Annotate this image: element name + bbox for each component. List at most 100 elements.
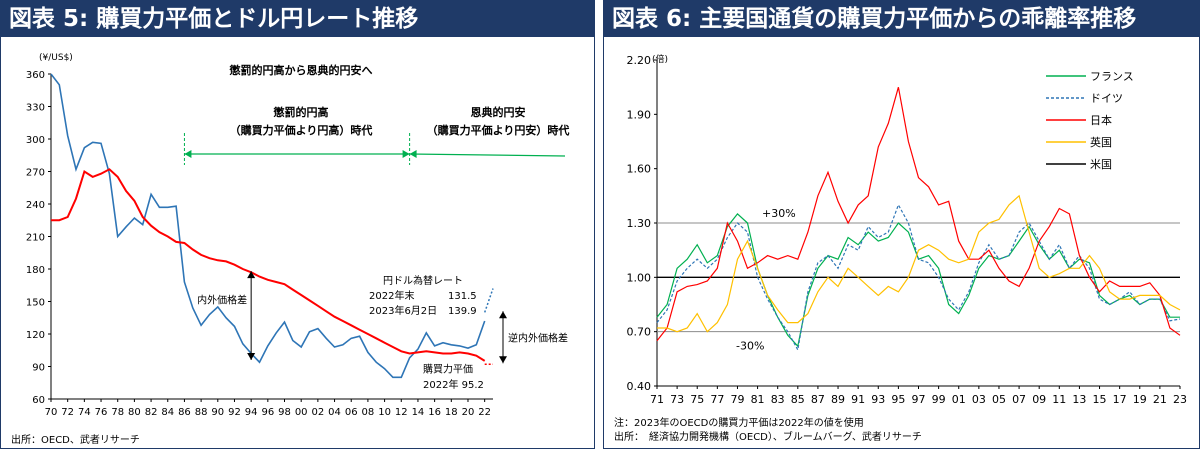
chart5-x-tick-label: 94 <box>245 407 258 418</box>
chart6-x-tick-label: 75 <box>690 393 704 406</box>
chart5-outer-gap-arrowhead <box>499 356 507 364</box>
chart5-gap-arrowhead <box>247 271 256 279</box>
chart6-x-tick-label: 91 <box>851 393 865 406</box>
chart5-gap-arrowhead <box>247 353 256 360</box>
chart6-x-tick-label: 89 <box>831 393 845 406</box>
chart6-x-tick-label: 77 <box>710 393 724 406</box>
chart5-x-tick-label: 16 <box>428 407 441 418</box>
chart6-note: 注：2023年のOECDの購買力平価は2022年の値を使用 <box>614 418 864 429</box>
chart6-x-tick-label: 05 <box>992 393 1006 406</box>
chart5-x-tick-label: 90 <box>211 407 224 418</box>
chart5-period2-label: （購買力平価より円安）時代 <box>427 123 570 137</box>
chart6-x-tick-label: 01 <box>952 393 966 406</box>
chart6-y-tick-label: 0.40 <box>627 380 652 393</box>
chart5-y-tick-label: 300 <box>26 135 45 146</box>
chart6-x-tick-label: 19 <box>1133 393 1147 406</box>
chart6-x-tick-label: 11 <box>1052 393 1066 406</box>
chart5-fx-row-label: 2023年6月2日 <box>369 304 437 317</box>
chart6-x-tick-label: 79 <box>730 393 744 406</box>
chart6-upper-band-label: +30% <box>762 207 796 220</box>
chart5-x-tick-label: 12 <box>395 407 408 418</box>
chart6-x-tick-label: 85 <box>791 393 805 406</box>
chart6-lower-band-label: -30% <box>736 340 764 353</box>
chart6-series-line <box>656 203 1181 352</box>
chart5-series-line <box>50 73 486 379</box>
chart6-x-tick-label: 15 <box>1093 393 1107 406</box>
chart5-ppp-value: 2022年 95.2 <box>423 378 484 391</box>
chart5-plot: (¥/US$)609012015018021024027030033036070… <box>26 53 570 418</box>
chart6-x-tick-label: 09 <box>1032 393 1046 406</box>
chart6-x-tick-label: 97 <box>912 393 926 406</box>
chart5-source: 出所：OECD、武者リサーチ <box>11 435 140 446</box>
chart5-y-tick-label: 120 <box>26 330 45 341</box>
chart5-x-tick-label: 88 <box>195 407 208 418</box>
chart5-period1-arrowhead <box>402 150 410 158</box>
chart5-fx-title: 円ドル為替レート <box>383 274 463 287</box>
chart5-x-tick-label: 18 <box>445 407 458 418</box>
chart6-legend-label: 米国 <box>1090 158 1112 171</box>
chart6-series-line <box>656 87 1181 342</box>
chart5-x-tick-label: 06 <box>345 407 358 418</box>
chart6-x-tick-label: 03 <box>972 393 986 406</box>
chart6-x-tick-label: 73 <box>670 393 684 406</box>
chart5-outer-gap-arrowhead <box>499 311 507 319</box>
chart5-x-tick-label: 14 <box>412 407 425 418</box>
chart6-y-tick-label: 0.70 <box>627 326 652 339</box>
chart5-x-tick-label: 92 <box>228 407 241 418</box>
chart5-period2-arrowhead <box>409 150 417 158</box>
chart5-x-tick-label: 08 <box>362 407 375 418</box>
chart6-x-tick-label: 17 <box>1113 393 1127 406</box>
chart6-plot: 0.40 0.70 1.00 1.30 1.60 1.90 2.20 (倍) 71 73 75 77 7… <box>627 53 1188 406</box>
chart6-legend-label: 日本 <box>1090 113 1112 127</box>
chart5-fx-row-value: 139.9 <box>448 306 477 317</box>
chart6-x-tick-label: 81 <box>751 393 765 406</box>
chart5-x-tick-label: 00 <box>295 407 308 418</box>
chart5-period1-label: 懲罰的円高 <box>273 105 329 119</box>
chart5-x-tick-label: 84 <box>161 407 174 418</box>
chart5-inner-gap-label: 内外価格差 <box>197 294 247 307</box>
chart5-x-tick-label: 78 <box>111 407 124 418</box>
chart6-legend-label: フランス <box>1090 70 1134 83</box>
chart6-y-tick-label: 1.60 <box>627 163 652 176</box>
chart6-y-tick-label: 1.90 <box>627 108 652 121</box>
chart6-title: 図表 6: 主要国通貨の購買力平価からの乖離率推移 <box>604 1 1199 37</box>
chart6-y-tick-label: 2.20 <box>627 54 652 67</box>
chart5-x-tick-label: 80 <box>128 407 141 418</box>
chart6-y-unit: (倍) <box>652 53 668 65</box>
chart5-x-tick-label: 72 <box>61 407 74 418</box>
chart5-title: 図表 5: 購買力平価とドル円レート推移 <box>1 1 594 37</box>
chart5-y-tick-label: 240 <box>26 200 45 211</box>
chart5-y-tick-label: 330 <box>26 103 45 114</box>
chart5-x-tick-label: 96 <box>261 407 274 418</box>
chart5-x-tick-label: 82 <box>145 407 158 418</box>
chart5-y-tick-label: 270 <box>26 168 45 179</box>
chart5-y-tick-label: 210 <box>26 233 45 244</box>
chart5-subtitle: 懲罰的円高から恩典的円安へ <box>229 63 373 77</box>
chart5-period2-arrow <box>409 153 566 157</box>
chart6-legend-label: ドイツ <box>1090 92 1123 105</box>
chart6-panel: 図表 6: 主要国通貨の購買力平価からの乖離率推移 0.40 0.70 1.00 1.… <box>603 0 1200 449</box>
chart5-period2-label: 恩典的円安 <box>471 105 526 119</box>
chart5-y-tick-label: 150 <box>26 298 45 309</box>
chart6-x-tick-label: 99 <box>932 393 946 406</box>
chart5-period1-arrowhead <box>184 150 192 158</box>
chart5-panel: 図表 5: 購買力平価とドル円レート推移 (¥/US$) 60 90 120 150 18… <box>0 0 595 449</box>
chart5-y-tick-label: 90 <box>32 363 45 374</box>
chart6-series-line <box>656 213 1180 348</box>
chart6-x-tick-label: 23 <box>1173 393 1187 406</box>
chart6-legend-label: 英国 <box>1090 135 1112 149</box>
chart6-x-tick-label: 87 <box>811 393 825 406</box>
chart5-fx-row-label: 2022年末 <box>369 289 414 302</box>
chart5-x-tick-label: 10 <box>378 407 391 418</box>
chart5-x-tick-label: 04 <box>328 407 341 418</box>
chart6-series-line <box>657 194 1181 333</box>
chart5-x-tick-label: 98 <box>278 407 291 418</box>
chart5-series-line <box>483 288 494 313</box>
chart5-x-tick-label: 76 <box>95 407 108 418</box>
chart5-x-tick-label: 20 <box>462 407 475 418</box>
chart5-fx-row-value: 131.5 <box>448 291 477 302</box>
chart5-x-tick-label: 74 <box>78 407 91 418</box>
chart6-x-tick-label: 95 <box>891 393 905 406</box>
chart5-y-unit: (¥/US$) <box>39 53 73 63</box>
chart5-series-line <box>51 168 486 362</box>
